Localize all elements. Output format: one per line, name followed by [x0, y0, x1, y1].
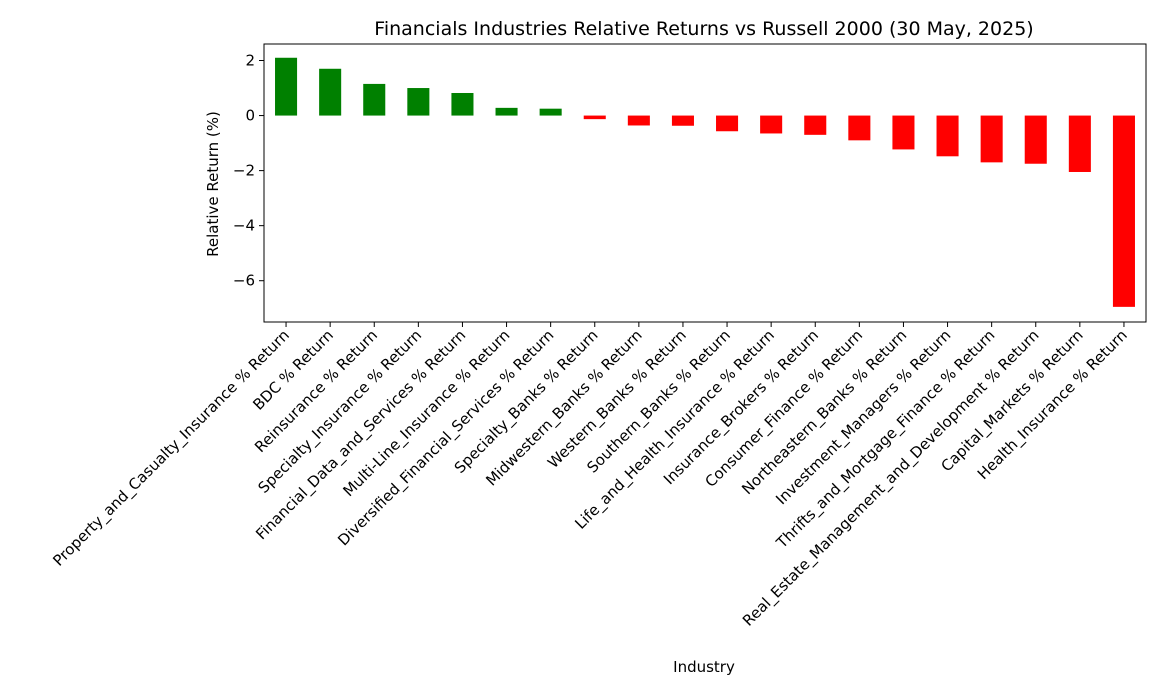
- bar: [892, 115, 915, 150]
- bar: [583, 115, 606, 120]
- bar: [319, 68, 342, 116]
- bar: [407, 88, 430, 116]
- bar: [804, 115, 827, 135]
- bar: [716, 115, 739, 132]
- bar: [1024, 115, 1047, 164]
- y-tick-label: 0: [245, 107, 255, 125]
- y-tick-label: −2: [233, 162, 255, 180]
- y-tick-label: −4: [233, 217, 255, 235]
- y-axis-label: Relative Return (%): [204, 111, 222, 257]
- bar: [627, 115, 650, 126]
- bar: [1068, 115, 1091, 172]
- chart-title: Financials Industries Relative Returns v…: [374, 18, 1033, 40]
- bar: [363, 83, 386, 116]
- bar: [980, 115, 1003, 163]
- bar: [1112, 115, 1135, 307]
- bar: [451, 92, 474, 116]
- bar: [539, 108, 562, 116]
- bar: [275, 57, 298, 116]
- bar: [671, 115, 694, 126]
- x-axis-label: Industry: [673, 658, 735, 676]
- y-tick-label: −6: [233, 272, 255, 290]
- y-tick-label: 2: [245, 52, 255, 70]
- bar: [936, 115, 959, 157]
- bar: [495, 107, 518, 116]
- bar: [760, 115, 783, 134]
- plot-frame: [263, 43, 1147, 323]
- bar: [848, 115, 871, 141]
